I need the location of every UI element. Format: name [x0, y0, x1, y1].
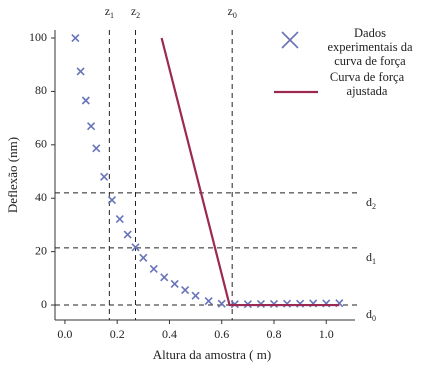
marker	[281, 31, 299, 49]
marker	[191, 291, 200, 300]
ref-vline-label-sub: 2	[136, 11, 140, 20]
marker	[282, 299, 292, 308]
marker	[149, 264, 158, 274]
y-tick-label: 80	[35, 83, 47, 97]
ref-vline-label: z0	[228, 4, 237, 20]
marker	[170, 279, 179, 289]
marker	[71, 33, 80, 43]
marker	[115, 214, 124, 224]
ref-hline-label-text: d	[366, 307, 372, 321]
y-axis-label: Deflexão (nm)	[5, 137, 20, 213]
y-tick-label: 40	[35, 190, 47, 204]
marker	[181, 286, 190, 295]
ref-vline-label-sub: 0	[233, 11, 237, 20]
x-tick-label: 0.6	[214, 327, 229, 341]
ref-hline-label-text: d	[366, 195, 372, 209]
marker	[160, 273, 169, 282]
ref-vline-label: z1	[105, 4, 114, 20]
ref-hline-label-sub: 0	[372, 314, 376, 323]
y-tick-label: 0	[41, 297, 47, 311]
marker	[81, 96, 90, 105]
marker	[204, 296, 213, 306]
ref-hline-label: d1	[366, 250, 376, 266]
legend-label: Curva de força ajustada	[329, 70, 405, 98]
ref-vline-label-text: z	[105, 4, 110, 18]
marker	[296, 299, 305, 308]
ref-hline-label-sub: 2	[372, 202, 376, 211]
ref-hline-label-text: d	[366, 250, 372, 264]
y-tick-label: 100	[29, 30, 47, 44]
marker	[139, 253, 148, 262]
marker	[86, 122, 96, 131]
marker	[217, 299, 226, 308]
marker	[107, 196, 117, 205]
fit-line	[160, 37, 340, 307]
x-tick-label: 1.0	[319, 327, 334, 341]
ref-hline-label: d0	[366, 307, 376, 323]
x-tick-label: 0.4	[162, 327, 177, 341]
ref-hline-label-sub: 1	[372, 257, 376, 266]
x-tick-label: 0.8	[266, 327, 281, 341]
ref-vline-label-text: z	[131, 4, 136, 18]
ref-vline-label: z2	[131, 4, 140, 20]
x-axis-label: Altura da amostra ( m)	[153, 347, 271, 362]
ref-vline-label-sub: 1	[110, 11, 114, 20]
x-tick-label: 0.0	[57, 327, 72, 341]
y-tick-label: 60	[35, 137, 47, 151]
y-tick-label: 20	[35, 243, 47, 257]
legend-label: Dados experimentais da curva de força	[327, 26, 413, 68]
x-tick-label: 0.2	[110, 327, 125, 341]
ref-hline-label: d2	[366, 195, 376, 211]
marker	[76, 67, 85, 76]
ref-vline-label-text: z	[228, 4, 233, 18]
marker	[100, 172, 109, 181]
marker	[131, 243, 140, 252]
marker	[123, 230, 132, 239]
marker	[92, 144, 101, 153]
